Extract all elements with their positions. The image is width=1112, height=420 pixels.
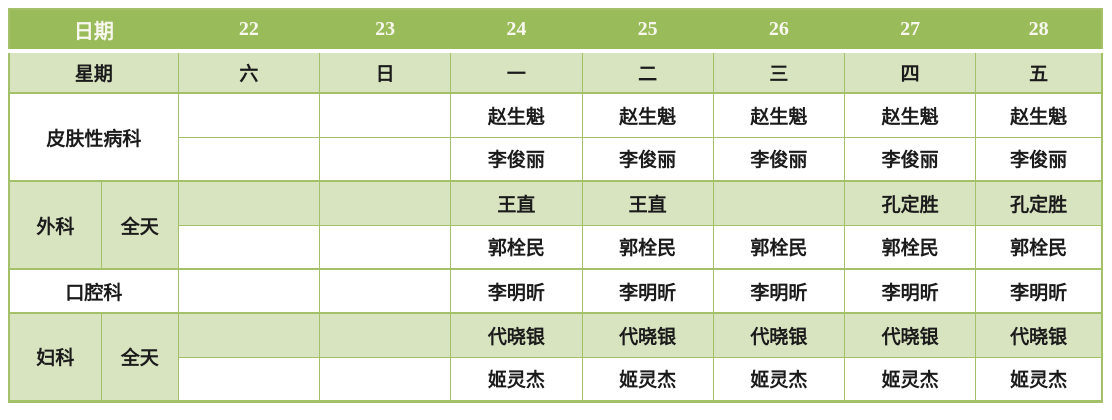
schedule-cell: 王直 — [581, 180, 714, 226]
schedule-cell: 孔定胜 — [975, 180, 1103, 226]
dermatology-row-1: 皮肤性病科 赵生魁 赵生魁 赵生魁 赵生魁 赵生魁 — [8, 92, 1103, 182]
weekday-cell: 四 — [843, 50, 977, 94]
schedule-cell: 郭栓民 — [450, 224, 583, 270]
day-header-27: 27 — [843, 8, 977, 53]
dept-label-gynecology: 妇科 — [8, 312, 102, 402]
schedule-cell: 李俊丽 — [581, 136, 714, 182]
schedule-cell — [177, 224, 321, 270]
schedule-cell — [319, 180, 452, 226]
schedule-cell: 郭栓民 — [581, 224, 714, 270]
schedule-cell — [177, 180, 321, 226]
gynecology-row-1: 妇科 全天 代晓银 代晓银 代晓银 代晓银 代晓银 — [8, 312, 1103, 402]
schedule-cell: 赵生魁 — [712, 92, 845, 138]
schedule-cell: 李俊丽 — [450, 136, 583, 182]
weekday-row-label: 星期 — [8, 50, 179, 94]
session-label-gynecology: 全天 — [100, 312, 179, 402]
schedule-cell: 姬灵杰 — [712, 356, 845, 402]
schedule-cell: 代晓银 — [843, 312, 977, 358]
surgery-row-1: 外科 全天 王直 王直 孔定胜 孔定胜 — [8, 180, 1103, 270]
dept-label-dermatology: 皮肤性病科 — [8, 92, 179, 182]
dermatology-row-2: 李俊丽 李俊丽 李俊丽 李俊丽 李俊丽 — [9, 136, 1103, 182]
schedule-cell — [319, 356, 452, 402]
schedule-cell: 李明昕 — [843, 268, 977, 314]
weekday-row: 星期 六 日 一 二 三 四 五 — [8, 50, 1103, 94]
day-header-25: 25 — [581, 8, 714, 53]
dept-label-surgery: 外科 — [8, 180, 102, 270]
schedule-cell — [177, 268, 321, 314]
schedule-cell: 赵生魁 — [581, 92, 714, 138]
schedule-cell — [177, 136, 321, 182]
schedule-cell: 赵生魁 — [843, 92, 977, 138]
day-header-22: 22 — [177, 8, 321, 53]
schedule-cell: 郭栓民 — [843, 224, 977, 270]
weekday-cell: 日 — [319, 50, 452, 94]
schedule-cell — [177, 356, 321, 402]
weekday-cell: 三 — [712, 50, 845, 94]
session-label-surgery: 全天 — [100, 180, 179, 270]
schedule-cell: 郭栓民 — [975, 224, 1103, 270]
weekday-cell: 一 — [450, 50, 583, 94]
schedule-cell — [319, 136, 452, 182]
day-header-24: 24 — [450, 8, 583, 53]
schedule-cell: 李俊丽 — [712, 136, 845, 182]
schedule-cell: 李明昕 — [450, 268, 583, 314]
gynecology-row-2: 姬灵杰 姬灵杰 姬灵杰 姬灵杰 姬灵杰 — [9, 356, 1103, 402]
weekday-cell: 五 — [975, 50, 1103, 94]
schedule-cell: 孔定胜 — [843, 180, 977, 226]
date-row-label: 日期 — [8, 8, 179, 53]
schedule-cell: 李明昕 — [975, 268, 1103, 314]
schedule-cell: 李明昕 — [712, 268, 845, 314]
schedule-cell: 代晓银 — [450, 312, 583, 358]
dept-label-dental: 口腔科 — [8, 268, 179, 314]
schedule-cell: 姬灵杰 — [581, 356, 714, 402]
schedule-cell: 代晓银 — [581, 312, 714, 358]
schedule-cell: 代晓银 — [712, 312, 845, 358]
dental-row: 口腔科 李明昕 李明昕 李明昕 李明昕 李明昕 — [8, 268, 1103, 314]
schedule-cell: 赵生魁 — [450, 92, 583, 138]
schedule-cell: 李俊丽 — [843, 136, 977, 182]
schedule-cell — [319, 92, 452, 138]
weekday-cell: 二 — [581, 50, 714, 94]
weekday-cell: 六 — [177, 50, 321, 94]
schedule-cell — [319, 268, 452, 314]
schedule-cell — [319, 224, 452, 270]
schedule-cell — [712, 180, 845, 226]
schedule-cell: 郭栓民 — [712, 224, 845, 270]
day-header-26: 26 — [712, 8, 845, 53]
schedule-cell: 赵生魁 — [975, 92, 1103, 138]
day-header-23: 23 — [319, 8, 452, 53]
schedule-cell: 代晓银 — [975, 312, 1103, 358]
schedule-cell: 王直 — [450, 180, 583, 226]
schedule-cell: 姬灵杰 — [843, 356, 977, 402]
schedule-cell — [319, 312, 452, 358]
date-header-row: 日期 22 23 24 25 26 27 28 — [8, 8, 1103, 53]
surgery-row-2: 郭栓民 郭栓民 郭栓民 郭栓民 郭栓民 — [9, 224, 1103, 270]
schedule-cell — [177, 92, 321, 138]
schedule-cell: 姬灵杰 — [975, 356, 1103, 402]
schedule-cell — [177, 312, 321, 358]
schedule-cell: 李明昕 — [581, 268, 714, 314]
duty-roster-table: 日期 22 23 24 25 26 27 28 星期 六 日 一 二 三 四 五… — [8, 8, 1103, 403]
day-header-28: 28 — [975, 8, 1103, 53]
schedule-cell: 姬灵杰 — [450, 356, 583, 402]
schedule-cell: 李俊丽 — [975, 136, 1103, 182]
